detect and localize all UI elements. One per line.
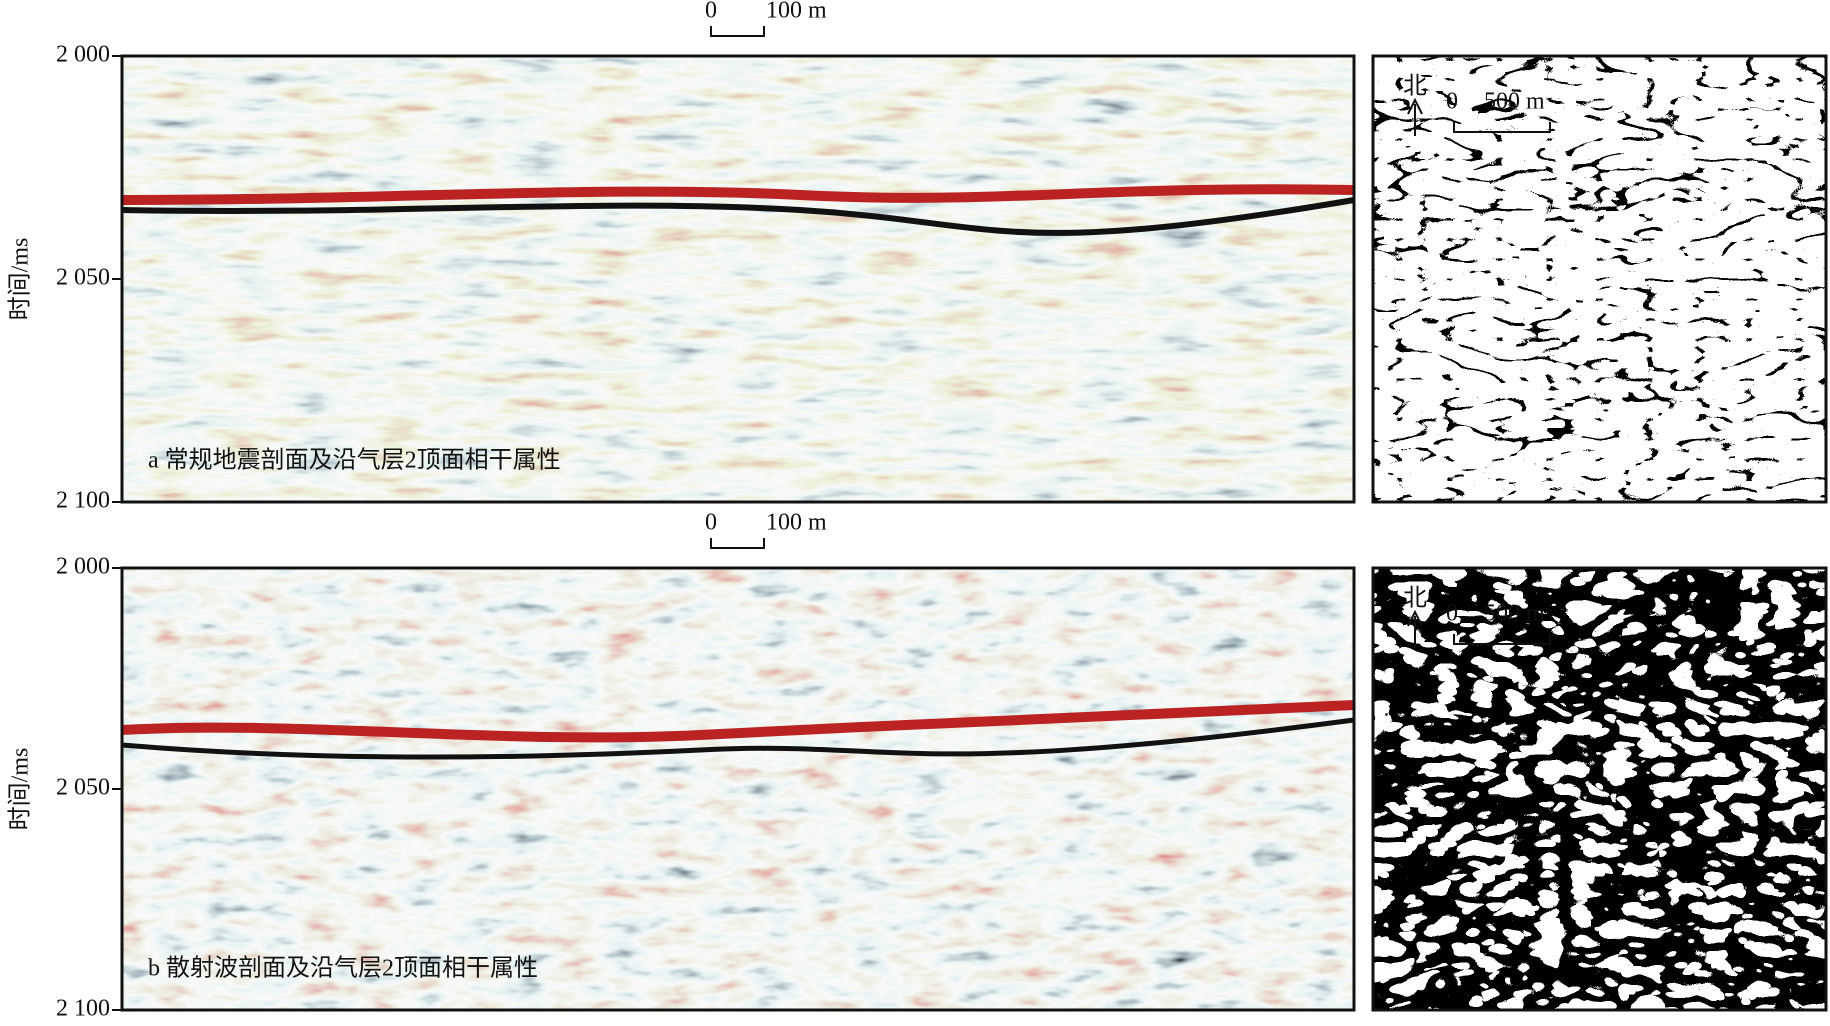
scale-bar — [710, 538, 765, 549]
y-tick-label: 2 100 — [56, 996, 110, 1022]
y-tick-label: 2 050 — [56, 265, 110, 291]
y-tick-label: 2 050 — [56, 775, 110, 801]
scale-label: 100 m — [766, 510, 827, 536]
seismic-section — [122, 56, 1354, 502]
panel-a — [120, 54, 1828, 504]
scale-label: 0 — [705, 0, 717, 24]
frame — [1371, 54, 1828, 504]
north-label: 北 — [1403, 73, 1427, 100]
caption: b 散射波剖面及沿气层2顶面相干属性 — [148, 955, 538, 982]
map-scale-label: 500 m — [1484, 601, 1545, 627]
coherence-map — [1373, 56, 1826, 502]
map-scale-label: 500 m — [1484, 89, 1545, 115]
scale-label: 100 m — [766, 0, 827, 24]
north-arrow — [1407, 97, 1423, 136]
y-tick-label: 2 000 — [56, 42, 110, 68]
map-scale-bar — [1453, 634, 1551, 645]
scale-bar — [710, 26, 765, 37]
north-arrow — [1407, 609, 1423, 648]
y-axis-label: 时间/ms — [7, 238, 34, 321]
y-axis-label: 时间/ms — [7, 748, 34, 831]
map-scale-label: 0 — [1446, 601, 1458, 627]
horizon — [121, 700, 1355, 743]
map-scale-bar — [1453, 122, 1551, 133]
frame — [1371, 566, 1828, 1012]
coherence-map — [1373, 568, 1826, 1010]
horizon — [121, 717, 1355, 760]
caption: a 常规地震剖面及沿气层2顶面相干属性 — [148, 447, 561, 474]
horizon — [121, 184, 1355, 205]
panel-b — [120, 566, 1828, 1012]
map-scale-label: 0 — [1446, 89, 1458, 115]
horizon — [121, 197, 1355, 236]
north-label: 北 — [1403, 585, 1427, 612]
y-tick-label: 2 000 — [56, 554, 110, 580]
scale-label: 0 — [705, 510, 717, 536]
y-tick-label: 2 100 — [56, 488, 110, 514]
seismic-section — [122, 568, 1354, 1010]
